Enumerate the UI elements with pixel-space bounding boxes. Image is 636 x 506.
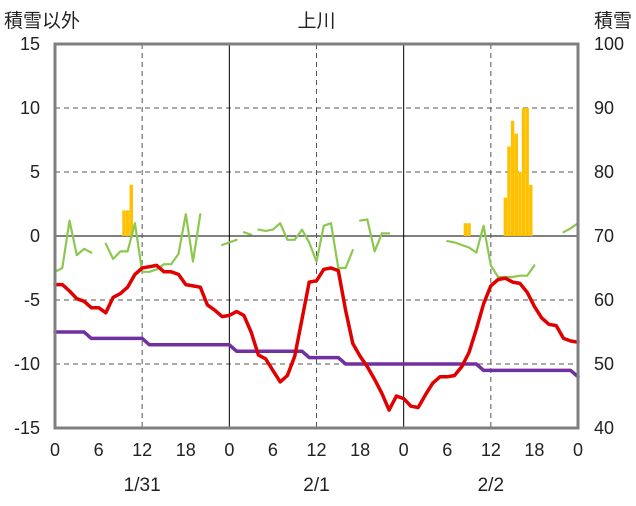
- right-axis-label: 積雪: [594, 10, 632, 32]
- temp-line: [53, 263, 580, 412]
- left-tick-label: -10: [14, 354, 40, 374]
- date-label: 1/31: [124, 475, 161, 496]
- x-tick-label: 12: [481, 440, 501, 460]
- x-tick-label: 12: [306, 440, 326, 460]
- series-lines: [53, 213, 580, 412]
- wind-line-segment: [242, 231, 253, 236]
- left-tick-label: 5: [30, 162, 40, 182]
- wind-line-segment: [221, 238, 238, 247]
- date-label: 2/2: [478, 475, 504, 496]
- precip-bar: [463, 223, 468, 236]
- left-tick-label: 0: [30, 226, 40, 246]
- wind-line-segment: [53, 219, 93, 273]
- precip-bar: [467, 223, 471, 236]
- x-tick-label: 6: [442, 440, 452, 460]
- x-tick-label: 18: [350, 440, 370, 460]
- precip-bar: [510, 120, 515, 236]
- plot-frame: [53, 42, 580, 430]
- left-tick-label: -5: [24, 290, 40, 310]
- x-tick-label: 0: [224, 440, 234, 460]
- precip-bar: [125, 210, 130, 236]
- x-tick-label: 0: [573, 440, 583, 460]
- left-tick-label: 15: [20, 34, 40, 54]
- right-tick-label: 90: [594, 98, 614, 118]
- chart-title: 上川: [297, 10, 335, 32]
- precip-bar: [529, 184, 533, 236]
- x-tick-label: 18: [524, 440, 544, 460]
- grid: [55, 44, 578, 428]
- wind-line-segment: [446, 224, 536, 279]
- right-tick-label: 60: [594, 290, 614, 310]
- left-axis-label: 積雪以外: [4, 10, 80, 32]
- labels: 上川 積雪以外 積雪 151050-5-10-15100908070605040…: [4, 10, 632, 496]
- wind-line-segment: [359, 218, 391, 253]
- precip-bar: [503, 197, 508, 236]
- x-tick-label: 6: [94, 440, 104, 460]
- precip-bar: [518, 172, 522, 236]
- snow-line: [53, 330, 580, 379]
- x-tick-label: 18: [176, 440, 196, 460]
- precip-bar: [525, 108, 529, 236]
- x-tick-label: 12: [132, 440, 152, 460]
- precip-bar: [507, 146, 511, 236]
- x-tick-label: 0: [50, 440, 60, 460]
- right-tick-label: 50: [594, 354, 614, 374]
- right-tick-label: 40: [594, 418, 614, 438]
- wind-line-segment: [104, 213, 202, 273]
- left-tick-label: 10: [20, 98, 40, 118]
- precip-bars: [122, 108, 533, 236]
- precip-bar: [514, 133, 518, 236]
- precip-bar: [521, 108, 526, 236]
- right-tick-label: 80: [594, 162, 614, 182]
- left-tick-label: -15: [14, 418, 40, 438]
- wind-line-segment: [257, 222, 354, 270]
- right-tick-label: 70: [594, 226, 614, 246]
- precip-bar: [129, 184, 133, 236]
- x-tick-label: 0: [399, 440, 409, 460]
- right-tick-label: 100: [594, 34, 624, 54]
- precip-bar: [122, 210, 126, 236]
- wind-line-segment: [562, 222, 580, 234]
- date-label: 2/1: [303, 475, 329, 496]
- x-tick-label: 6: [268, 440, 278, 460]
